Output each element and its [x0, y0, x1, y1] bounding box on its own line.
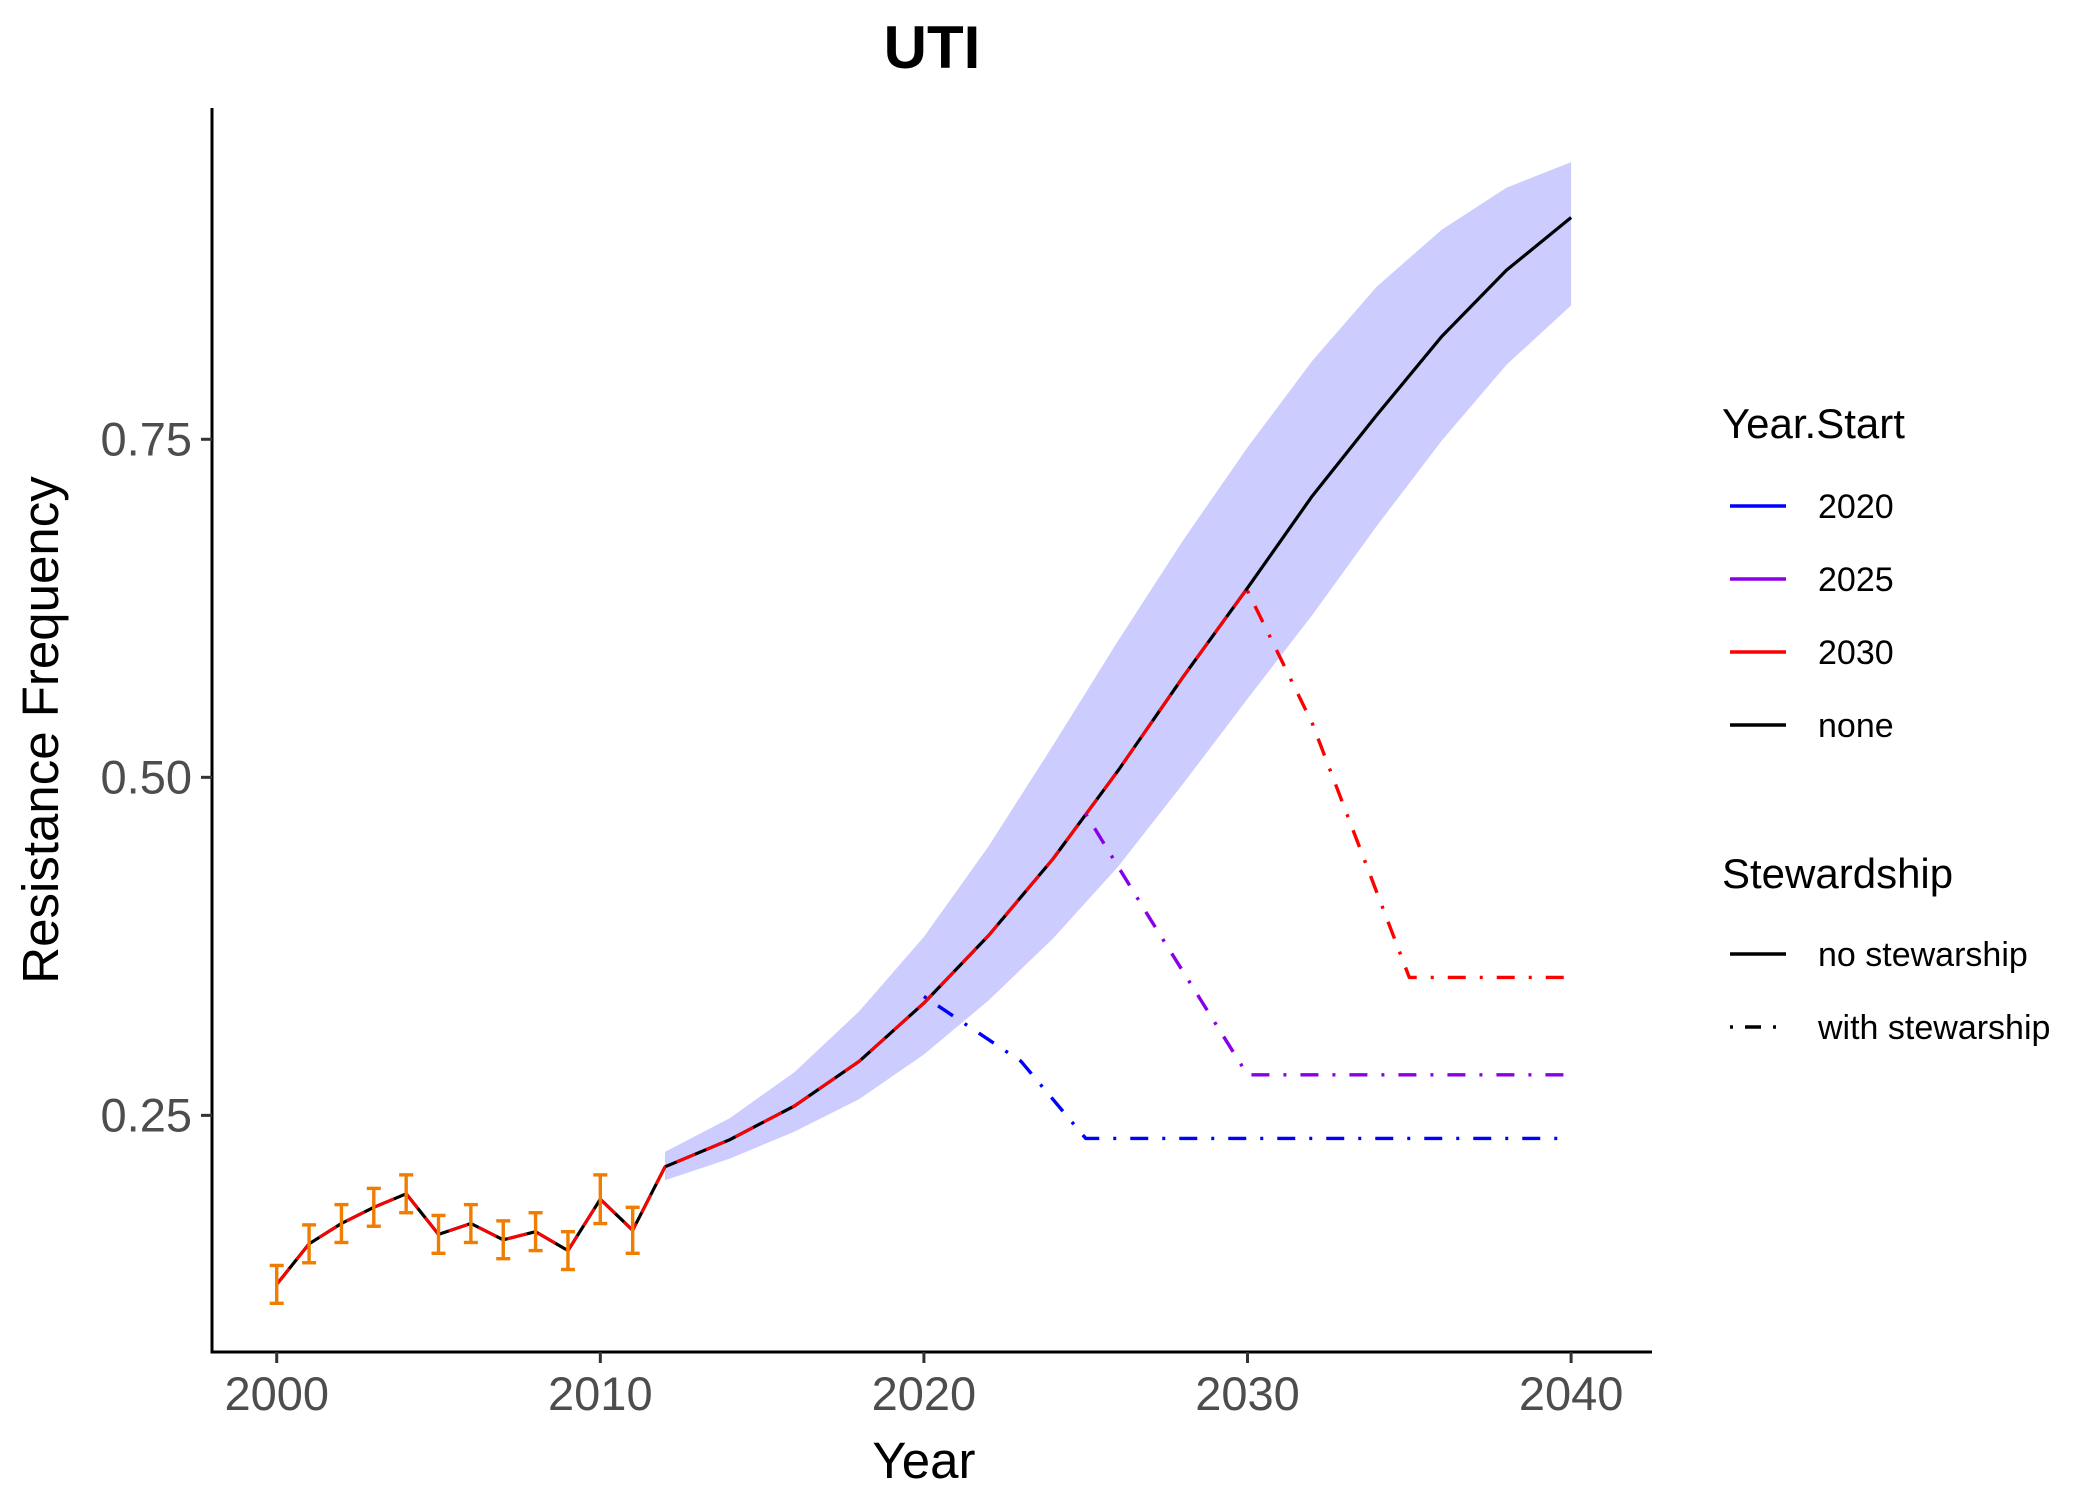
series-line-2020	[922, 994, 1572, 1141]
error-bar	[302, 1223, 317, 1265]
x-tick-label: 2030	[1195, 1367, 1300, 1420]
legend-item: 2025	[1730, 561, 1894, 599]
error-bar	[528, 1211, 543, 1253]
series-line-trace-overlay	[275, 587, 1249, 1286]
x-axis-label: Year	[872, 1432, 975, 1489]
projection-band	[665, 162, 1572, 1181]
legend-title: Stewardship	[1722, 850, 1953, 897]
legend-item: none	[1730, 707, 1894, 745]
error-bar	[625, 1205, 640, 1255]
error-bar	[269, 1263, 284, 1306]
y-tick-label: 0.50	[101, 750, 192, 803]
series-line-2025	[1084, 812, 1572, 1077]
error-bar	[593, 1173, 608, 1226]
legend-label: no stewarship	[1818, 936, 2028, 974]
legend-item: no stewarship	[1730, 936, 2028, 974]
legend-label: 2020	[1818, 488, 1894, 526]
legend-label: with stewarship	[1817, 1009, 2050, 1047]
error-bar	[496, 1219, 511, 1261]
legend-title: Year.Start	[1722, 400, 1905, 447]
chart-title: UTI	[884, 14, 981, 81]
x-tick-label: 2040	[1519, 1367, 1624, 1420]
x-tick-label: 2020	[872, 1367, 977, 1420]
x-tick-label: 2010	[548, 1367, 653, 1420]
error-bar	[431, 1213, 446, 1255]
y-tick-label: 0.25	[101, 1088, 192, 1141]
y-axis-label: Resistance Frequency	[12, 476, 69, 984]
legend-stewardship: Stewardship no stewarship with stewarship	[1722, 850, 2050, 1047]
legend-item: 2020	[1730, 488, 1894, 526]
error-bar	[560, 1229, 575, 1272]
legend-label: 2030	[1818, 634, 1894, 672]
series-line-2030	[1245, 589, 1572, 980]
error-bar	[334, 1202, 349, 1245]
legend-item: with stewarship	[1730, 1009, 2050, 1047]
series-line-none	[664, 216, 1573, 1169]
legend-year-start: Year.Start 2020 2025 2030 none	[1722, 400, 1905, 745]
y-tick-label: 0.75	[101, 412, 192, 465]
x-tick-label: 2000	[224, 1367, 329, 1420]
error-bar	[463, 1202, 478, 1245]
legend-label: 2025	[1818, 561, 1894, 599]
legend-item: 2030	[1730, 634, 1894, 672]
error-bar	[399, 1173, 414, 1215]
error-bar	[366, 1186, 381, 1228]
legend-label: none	[1818, 707, 1894, 745]
